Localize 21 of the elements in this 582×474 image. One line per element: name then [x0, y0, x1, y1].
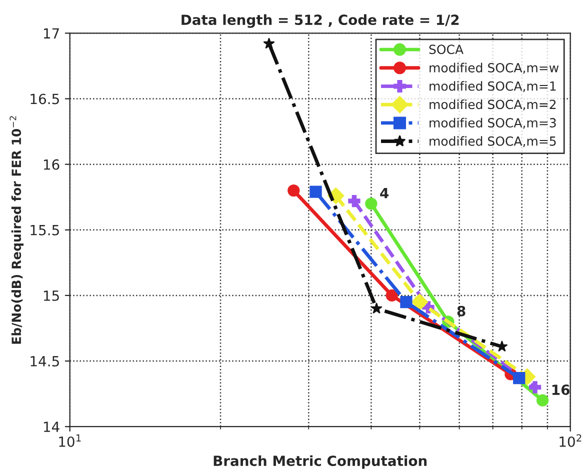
- y-tick-label: 16: [44, 159, 60, 170]
- y-tick-label: 17: [44, 28, 59, 38]
- y-tick-label: 15: [44, 290, 59, 301]
- y-tick-label: 14: [44, 422, 60, 432]
- annotation: 16: [552, 384, 570, 396]
- legend-label: modified SOCA,m=w: [430, 62, 559, 74]
- legend-label: modified SOCA,m=5: [430, 136, 556, 148]
- legend-label: modified SOCA,m=1: [430, 81, 556, 92]
- legend-label: modified SOCA,m=3: [430, 118, 556, 129]
- chart-title: Data length = 512 , Code rate = 1/2: [182, 14, 459, 28]
- x-tick-label: 10$^{2}$: [560, 434, 582, 447]
- y-tick-label: 15.5: [30, 225, 59, 236]
- x-tick-label: 10$^{1}$: [59, 434, 81, 447]
- legend-label: SOCA: [429, 44, 464, 54]
- y-tick-label: 14.5: [30, 356, 59, 367]
- annotation: 4: [380, 188, 389, 198]
- annotation: 8: [457, 306, 466, 316]
- y-tick-label: 16.5: [30, 94, 59, 104]
- legend-label: modified SOCA,m=2: [430, 99, 556, 110]
- y-axis-title: Eb/No(dB) Required for FER 10$^{−2}$: [10, 116, 24, 344]
- x-axis-title: Branch Metric Computation: [214, 455, 427, 469]
